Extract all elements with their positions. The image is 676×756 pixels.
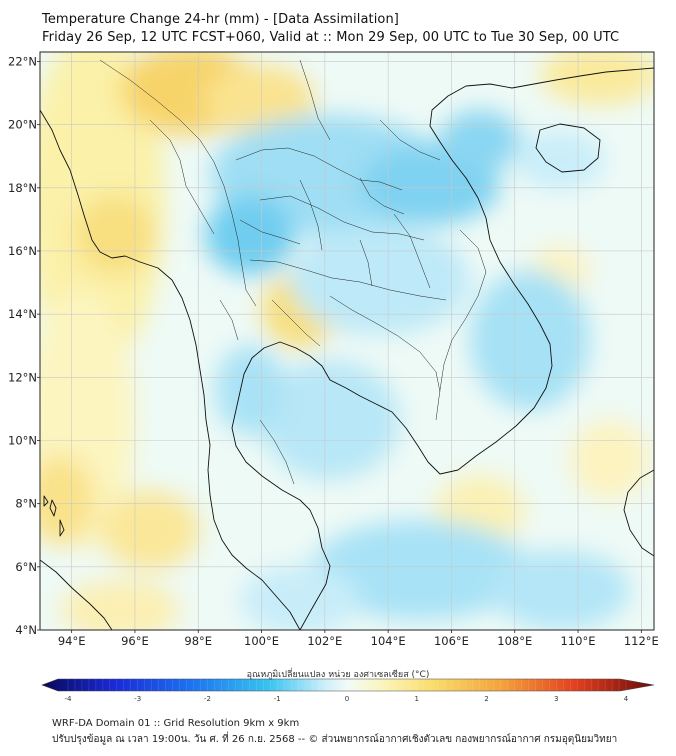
map-title: Temperature Change 24-hr (mm) - [Data As… — [42, 12, 399, 27]
colorbar: -4 -3 -2 -1 0 1 2 3 4 — [41, 678, 655, 703]
admin-borders — [99, 59, 487, 485]
colorbar-tick-label: 0 — [345, 695, 349, 703]
graticule-grid — [40, 52, 654, 630]
model-info: WRF-DA Domain 01 :: Grid Resolution 9km … — [52, 718, 300, 729]
map-subtitle: Friday 26 Sep, 12 UTC FCST+060, Valid at… — [42, 30, 620, 45]
lat-tick-label: 18°N — [8, 181, 37, 195]
lon-tick-label: 104°E — [371, 634, 406, 648]
lat-tick-label: 20°N — [8, 118, 37, 132]
lon-tick-label: 98°E — [184, 634, 212, 648]
coastlines — [40, 67, 654, 630]
lon-tick-label: 96°E — [121, 634, 149, 648]
colorbar-title: อุณหภูมิเปลี่ยนแปลง หน่วย องศาเซลเซียส (… — [246, 670, 430, 680]
temperature-field — [40, 52, 654, 630]
lon-tick-label: 100°E — [244, 634, 279, 648]
lon-tick-label: 112°E — [624, 634, 659, 648]
colorbar-tick-label: 1 — [415, 695, 419, 703]
lat-tick-label: 14°N — [8, 307, 37, 321]
lat-tick-label: 8°N — [15, 497, 37, 511]
colorbar-ticks: -4 -3 -2 -1 0 1 2 3 4 — [65, 679, 629, 703]
lon-tick-label: 110°E — [561, 634, 596, 648]
longitude-labels: 94°E 96°E 98°E 100°E 102°E 104°E 106°E 108°E 110… — [58, 630, 659, 648]
lon-tick-label: 106°E — [434, 634, 469, 648]
colorbar-tick-label: -4 — [65, 695, 73, 703]
lat-tick-label: 6°N — [15, 560, 37, 574]
lat-tick-label: 22°N — [8, 54, 37, 68]
lat-tick-label: 12°N — [8, 370, 37, 384]
lat-tick-label: 10°N — [8, 433, 37, 447]
map-frame — [39, 51, 655, 631]
credit-line: ปรับปรุงข้อมูล ณ เวลา 19:00น. วัน ศ. ที่… — [52, 734, 618, 745]
colorbar-tick-label: 3 — [554, 695, 558, 703]
lon-tick-label: 94°E — [58, 634, 86, 648]
lon-tick-label: 108°E — [497, 634, 532, 648]
colorbar-tick-label: 2 — [484, 695, 488, 703]
lat-tick-label: 16°N — [8, 244, 37, 258]
colorbar-tick-label: -3 — [134, 695, 141, 703]
colorbar-tick-label: -2 — [204, 695, 211, 703]
latitude-labels: 22°N 20°N 18°N 16°N 14°N 12°N 10°N 8°N 6°N 4°N — [8, 54, 40, 637]
colorbar-tick-label: -1 — [274, 695, 281, 703]
lon-tick-label: 102°E — [307, 634, 342, 648]
lat-tick-label: 4°N — [15, 623, 37, 637]
colorbar-tick-label: 4 — [624, 695, 629, 703]
